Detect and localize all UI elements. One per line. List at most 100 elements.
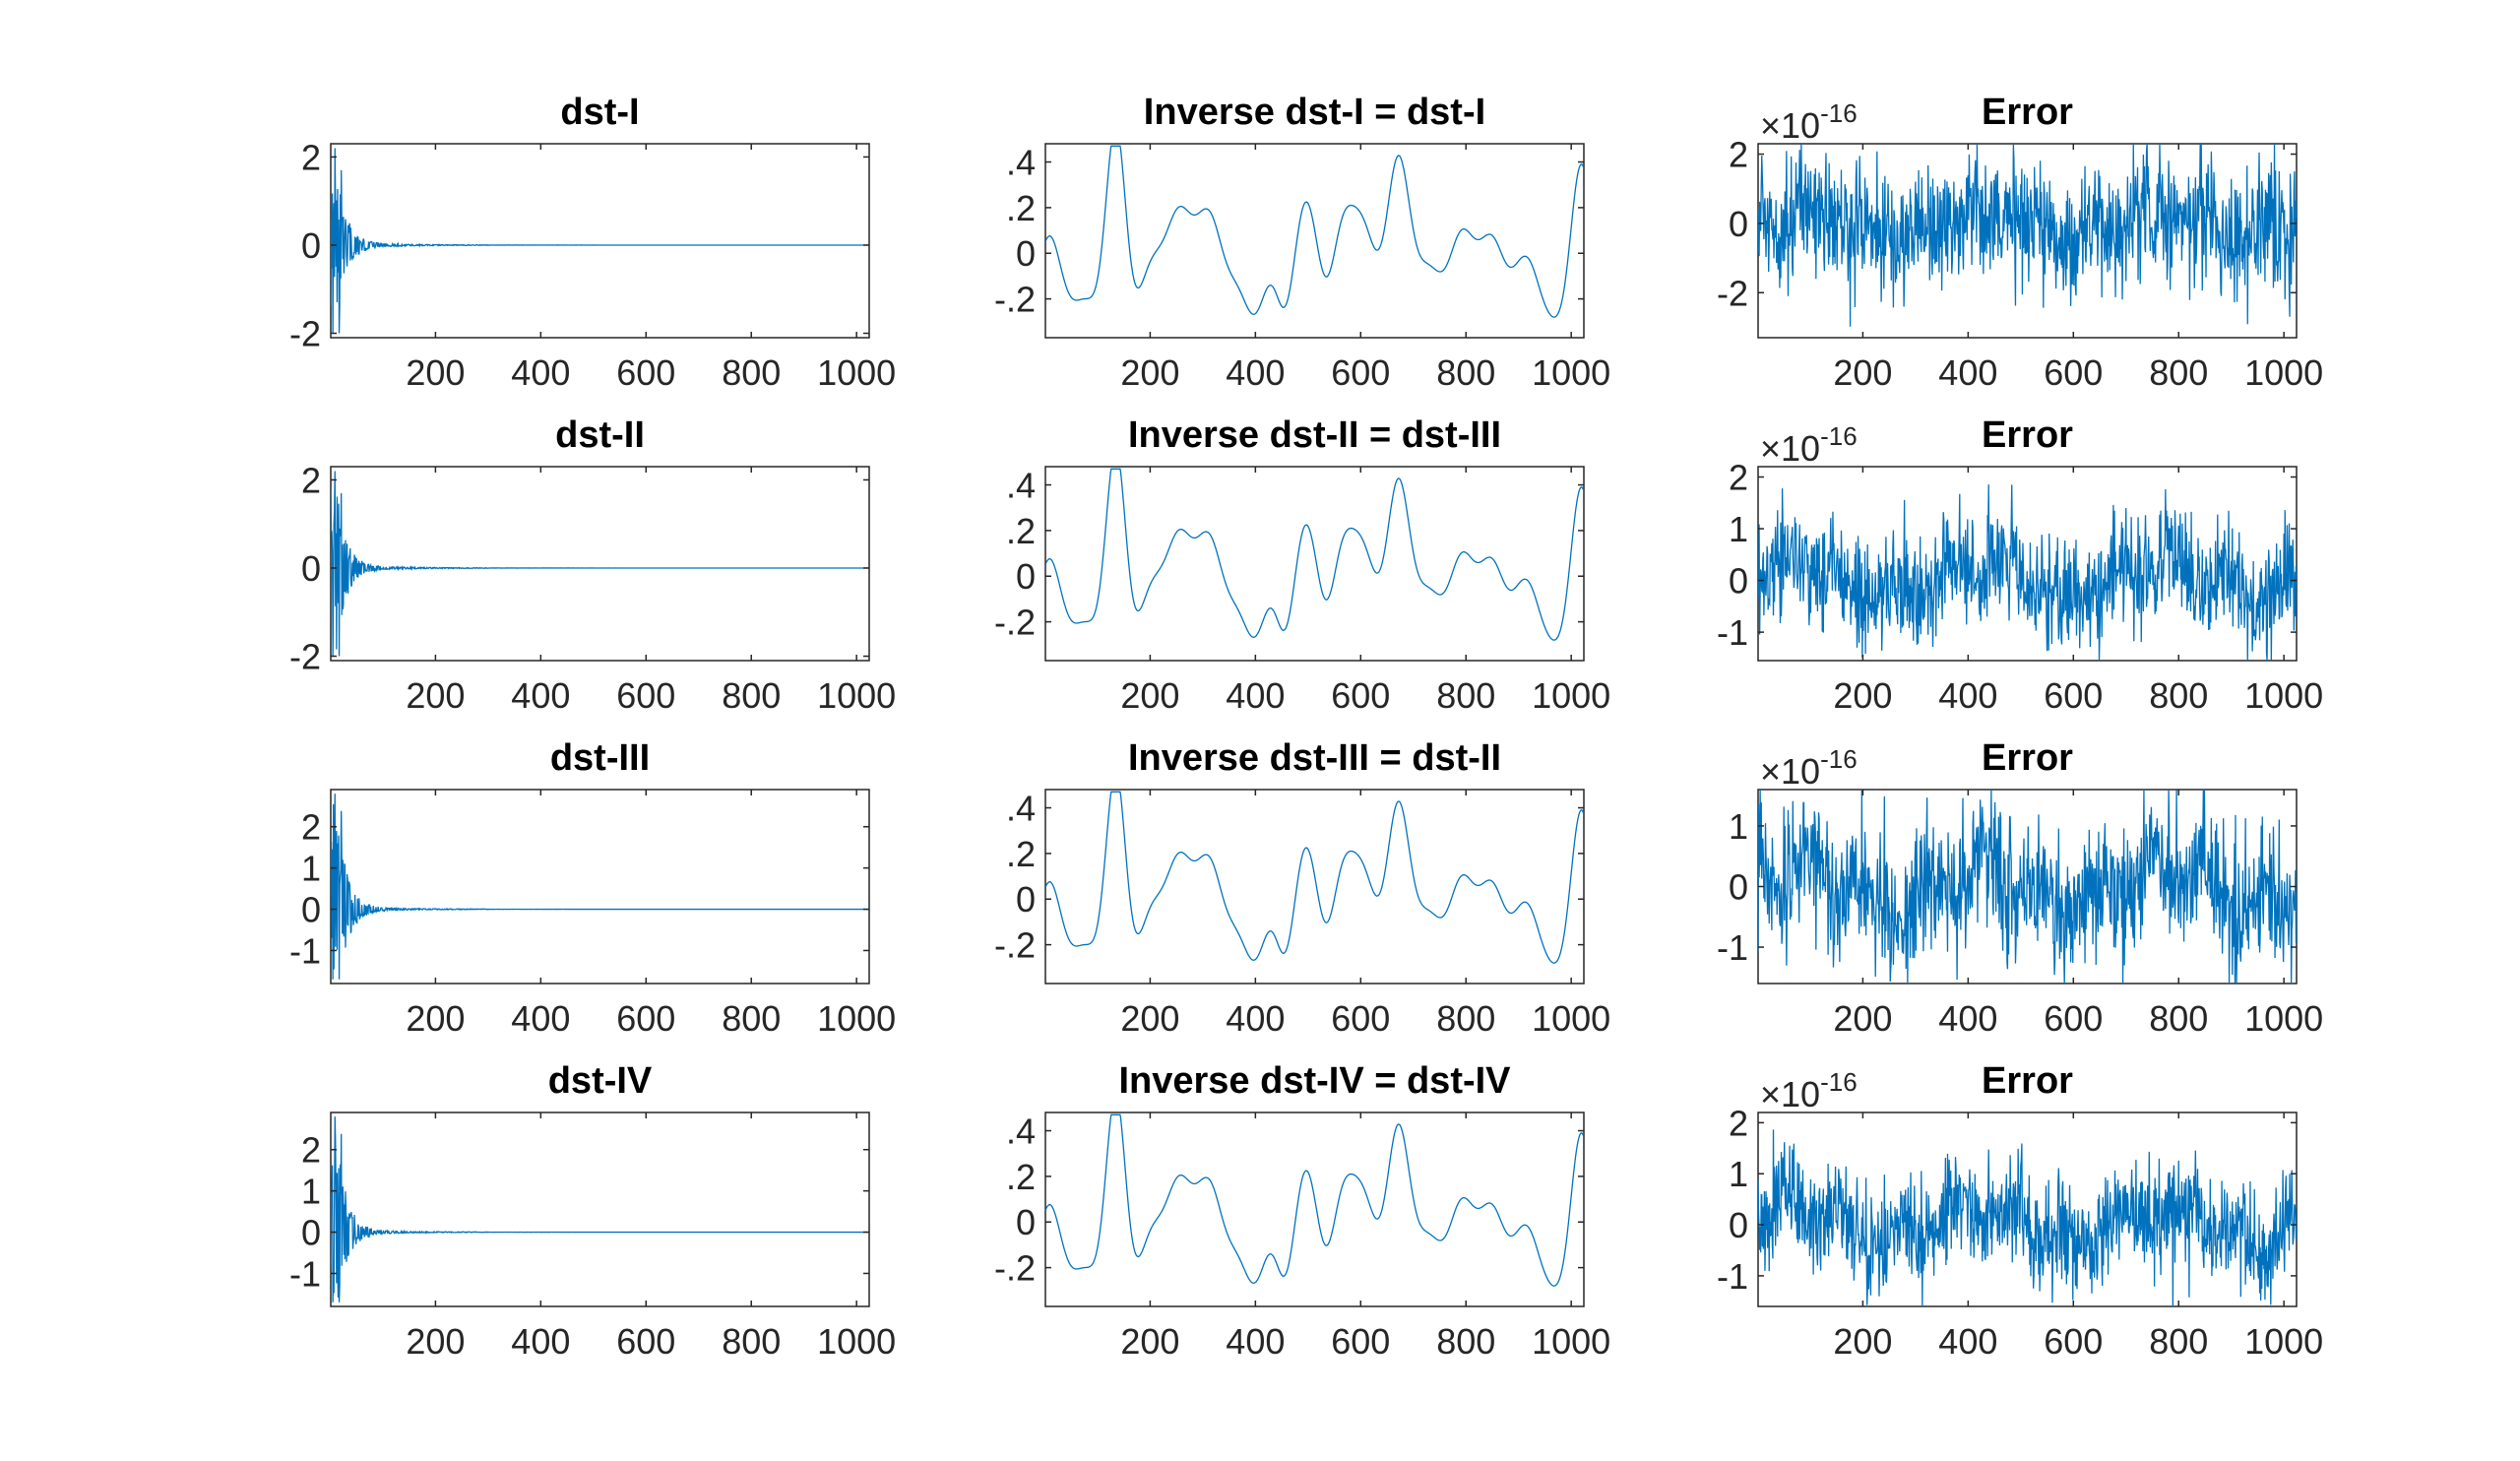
x-tick-label: 200 bbox=[1120, 352, 1179, 393]
y-tick-label: -2 bbox=[289, 314, 321, 354]
x-tick-label: 1000 bbox=[1532, 675, 1610, 716]
subplot-title: dst-I bbox=[560, 92, 639, 133]
y-tick-label: 2 bbox=[1729, 458, 1748, 498]
x-tick-label: 200 bbox=[1120, 675, 1179, 716]
x-tick-label: 1000 bbox=[2244, 998, 2323, 1039]
x-tick-label: 800 bbox=[2149, 675, 2208, 716]
y-tick-label: 2 bbox=[301, 807, 321, 848]
y-tick-label: 2 bbox=[1729, 135, 1748, 175]
series-line bbox=[1758, 790, 2297, 984]
x-tick-label: 800 bbox=[2149, 998, 2208, 1039]
y-tick-label: 0 bbox=[301, 890, 321, 930]
x-tick-label: 1000 bbox=[817, 675, 896, 716]
subplot-title: dst-IV bbox=[548, 1060, 653, 1102]
x-tick-label: 800 bbox=[2149, 1321, 2208, 1362]
subplot-2: 200 400 600 800 1000 -.2 0 .2 .4 Inverse dst-I = … bbox=[994, 92, 1610, 393]
y-tick-label: .4 bbox=[1006, 1112, 1036, 1152]
y-tick-label: 1 bbox=[301, 849, 321, 889]
x-tick-label: 800 bbox=[1436, 675, 1495, 716]
subplot-title: Inverse dst-IV = dst-IV bbox=[1118, 1060, 1511, 1102]
x-tick-label: 800 bbox=[722, 1321, 781, 1362]
subplot-1: 200 400 600 800 1000 -2 0 2 dst-I bbox=[289, 92, 896, 393]
axes-box bbox=[330, 143, 870, 339]
y-tick-label: 2 bbox=[301, 1130, 321, 1171]
subplot-title: dst-III bbox=[550, 737, 650, 779]
x-tick-label: 600 bbox=[616, 1321, 675, 1362]
series-line bbox=[1045, 145, 1584, 318]
x-tick-label: 800 bbox=[722, 675, 781, 716]
axes-box bbox=[330, 466, 870, 662]
subplot-12: 200 400 600 800 1000 -1 0 1 2 ×10-16 Error bbox=[1717, 1060, 2323, 1362]
axes-box bbox=[330, 789, 870, 985]
y-tick-label: -2 bbox=[1717, 273, 1748, 313]
subplot-title: Error bbox=[1982, 92, 2073, 133]
x-tick-label: 800 bbox=[722, 998, 781, 1039]
y-tick-label: .2 bbox=[1006, 834, 1036, 874]
y-tick-label: 2 bbox=[1729, 1103, 1748, 1143]
subplot-title: Error bbox=[1982, 414, 2073, 456]
x-tick-label: 400 bbox=[511, 1321, 570, 1362]
y-tick-label: 0 bbox=[301, 225, 321, 266]
y-tick-label: 0 bbox=[1729, 1205, 1748, 1245]
subplot-6: 200 400 600 800 1000 -1 0 1 2 ×10-16 Error bbox=[1717, 414, 2323, 716]
x-tick-label: 600 bbox=[616, 675, 675, 716]
x-tick-label: 400 bbox=[1226, 1321, 1285, 1362]
y-tick-label: -1 bbox=[1717, 927, 1748, 968]
x-tick-label: 200 bbox=[406, 675, 465, 716]
x-tick-label: 400 bbox=[1226, 675, 1285, 716]
y-exponent-label: ×10-16 bbox=[1760, 98, 1858, 146]
subplot-5: 200 400 600 800 1000 -.2 0 .2 .4 Inverse dst-II =… bbox=[994, 414, 1610, 716]
series-line bbox=[1758, 484, 2297, 661]
x-tick-label: 200 bbox=[1833, 352, 1892, 393]
subplot-title: Inverse dst-III = dst-II bbox=[1128, 737, 1501, 779]
x-tick-label: 1000 bbox=[817, 352, 896, 393]
x-tick-label: 400 bbox=[1938, 352, 1997, 393]
x-tick-label: 400 bbox=[511, 998, 570, 1039]
y-exponent-label: ×10-16 bbox=[1760, 744, 1858, 792]
x-tick-label: 1000 bbox=[1532, 998, 1610, 1039]
x-tick-label: 1000 bbox=[1532, 1321, 1610, 1362]
x-tick-label: 400 bbox=[1938, 1321, 1997, 1362]
y-tick-label: 1 bbox=[301, 1172, 321, 1212]
series-line bbox=[1045, 1113, 1584, 1287]
y-tick-label: 1 bbox=[1729, 806, 1748, 847]
x-tick-label: 800 bbox=[1436, 998, 1495, 1039]
y-tick-label: .4 bbox=[1006, 143, 1036, 183]
y-exponent-label: ×10-16 bbox=[1760, 421, 1858, 469]
axes-box bbox=[1044, 789, 1585, 985]
series-line bbox=[331, 794, 869, 980]
x-tick-label: 400 bbox=[511, 352, 570, 393]
x-tick-label: 600 bbox=[1331, 352, 1390, 393]
y-tick-label: -1 bbox=[1717, 1256, 1748, 1297]
y-tick-label: 0 bbox=[1016, 233, 1036, 274]
y-tick-label: -.2 bbox=[994, 280, 1036, 320]
x-tick-label: 400 bbox=[1226, 998, 1285, 1039]
subplot-3: 200 400 600 800 1000 -2 0 2 ×10-16 Error bbox=[1717, 92, 2323, 393]
axes-box bbox=[1044, 143, 1585, 339]
y-tick-label: 0 bbox=[1016, 879, 1036, 920]
axes-box bbox=[1044, 1112, 1585, 1307]
subplot-title: dst-II bbox=[555, 414, 645, 456]
y-tick-label: -.2 bbox=[994, 925, 1036, 966]
y-tick-label: .2 bbox=[1006, 188, 1036, 228]
x-tick-label: 400 bbox=[1938, 675, 1997, 716]
y-tick-label: -2 bbox=[289, 637, 321, 677]
y-tick-label: 2 bbox=[301, 460, 321, 500]
x-tick-label: 800 bbox=[2149, 352, 2208, 393]
y-tick-label: -1 bbox=[1717, 612, 1748, 653]
x-tick-label: 200 bbox=[1833, 998, 1892, 1039]
series-line bbox=[1045, 468, 1584, 641]
y-tick-label: 2 bbox=[301, 137, 321, 177]
series-line bbox=[331, 1116, 869, 1302]
y-tick-label: 0 bbox=[301, 548, 321, 589]
y-tick-label: .4 bbox=[1006, 789, 1036, 829]
y-tick-label: 1 bbox=[1729, 1154, 1748, 1194]
x-tick-label: 600 bbox=[1331, 1321, 1390, 1362]
y-tick-label: 0 bbox=[1729, 867, 1748, 908]
x-tick-label: 1000 bbox=[2244, 352, 2323, 393]
subplot-8: 200 400 600 800 1000 -.2 0 .2 .4 Inverse dst-III … bbox=[994, 737, 1610, 1039]
x-tick-label: 600 bbox=[1331, 998, 1390, 1039]
x-tick-label: 600 bbox=[2044, 998, 2103, 1039]
